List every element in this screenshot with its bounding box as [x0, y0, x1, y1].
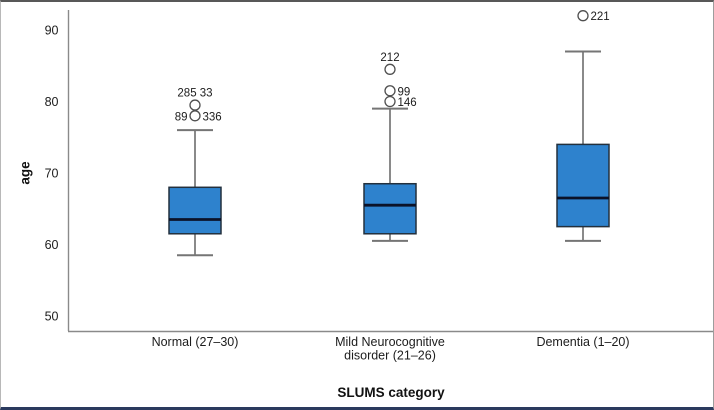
x-category-label: Dementia (1–20): [536, 335, 629, 349]
boxplot-box: [168, 186, 222, 235]
outlier-label: 89: [175, 111, 188, 123]
x-category-label: Mild Neurocognitive disorder (21–26): [335, 335, 445, 363]
outlier-point: [189, 110, 201, 122]
x-category-label: Normal (27–30): [152, 335, 239, 349]
y-axis-title-text: age: [17, 161, 33, 185]
y-tick-label: 90: [45, 24, 59, 38]
outlier-point: [577, 10, 589, 22]
outlier-label: 221: [591, 11, 610, 23]
outlier-label: 285 33: [177, 88, 212, 100]
outlier-label: 99: [398, 86, 411, 98]
boxplot-box: [363, 182, 417, 235]
outlier-point: [384, 95, 396, 108]
outlier-point: [384, 63, 396, 75]
outlier-point: [189, 99, 201, 111]
outlier-label: 146: [398, 97, 417, 109]
outlier-label: 212: [380, 52, 399, 64]
boxplot-box: [556, 143, 610, 228]
x-axis-title-text: SLUMS category: [337, 385, 445, 400]
y-tick-label: 60: [45, 238, 59, 252]
outlier-point: [384, 85, 396, 97]
y-tick-label: 80: [45, 95, 59, 109]
y-tick-label: 70: [45, 167, 59, 181]
y-tick-label: 50: [45, 310, 59, 324]
outlier-label: 336: [203, 111, 222, 123]
